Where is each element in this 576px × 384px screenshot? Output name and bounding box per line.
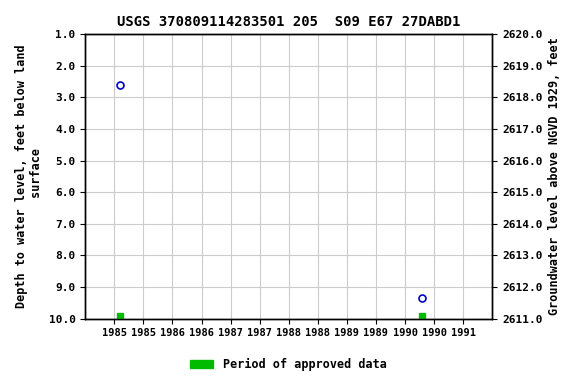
Legend: Period of approved data: Period of approved data (185, 354, 391, 376)
Title: USGS 370809114283501 205  S09 E67 27DABD1: USGS 370809114283501 205 S09 E67 27DABD1 (117, 15, 460, 29)
Y-axis label: Groundwater level above NGVD 1929, feet: Groundwater level above NGVD 1929, feet (548, 38, 561, 315)
Y-axis label: Depth to water level, feet below land
 surface: Depth to water level, feet below land su… (15, 45, 43, 308)
